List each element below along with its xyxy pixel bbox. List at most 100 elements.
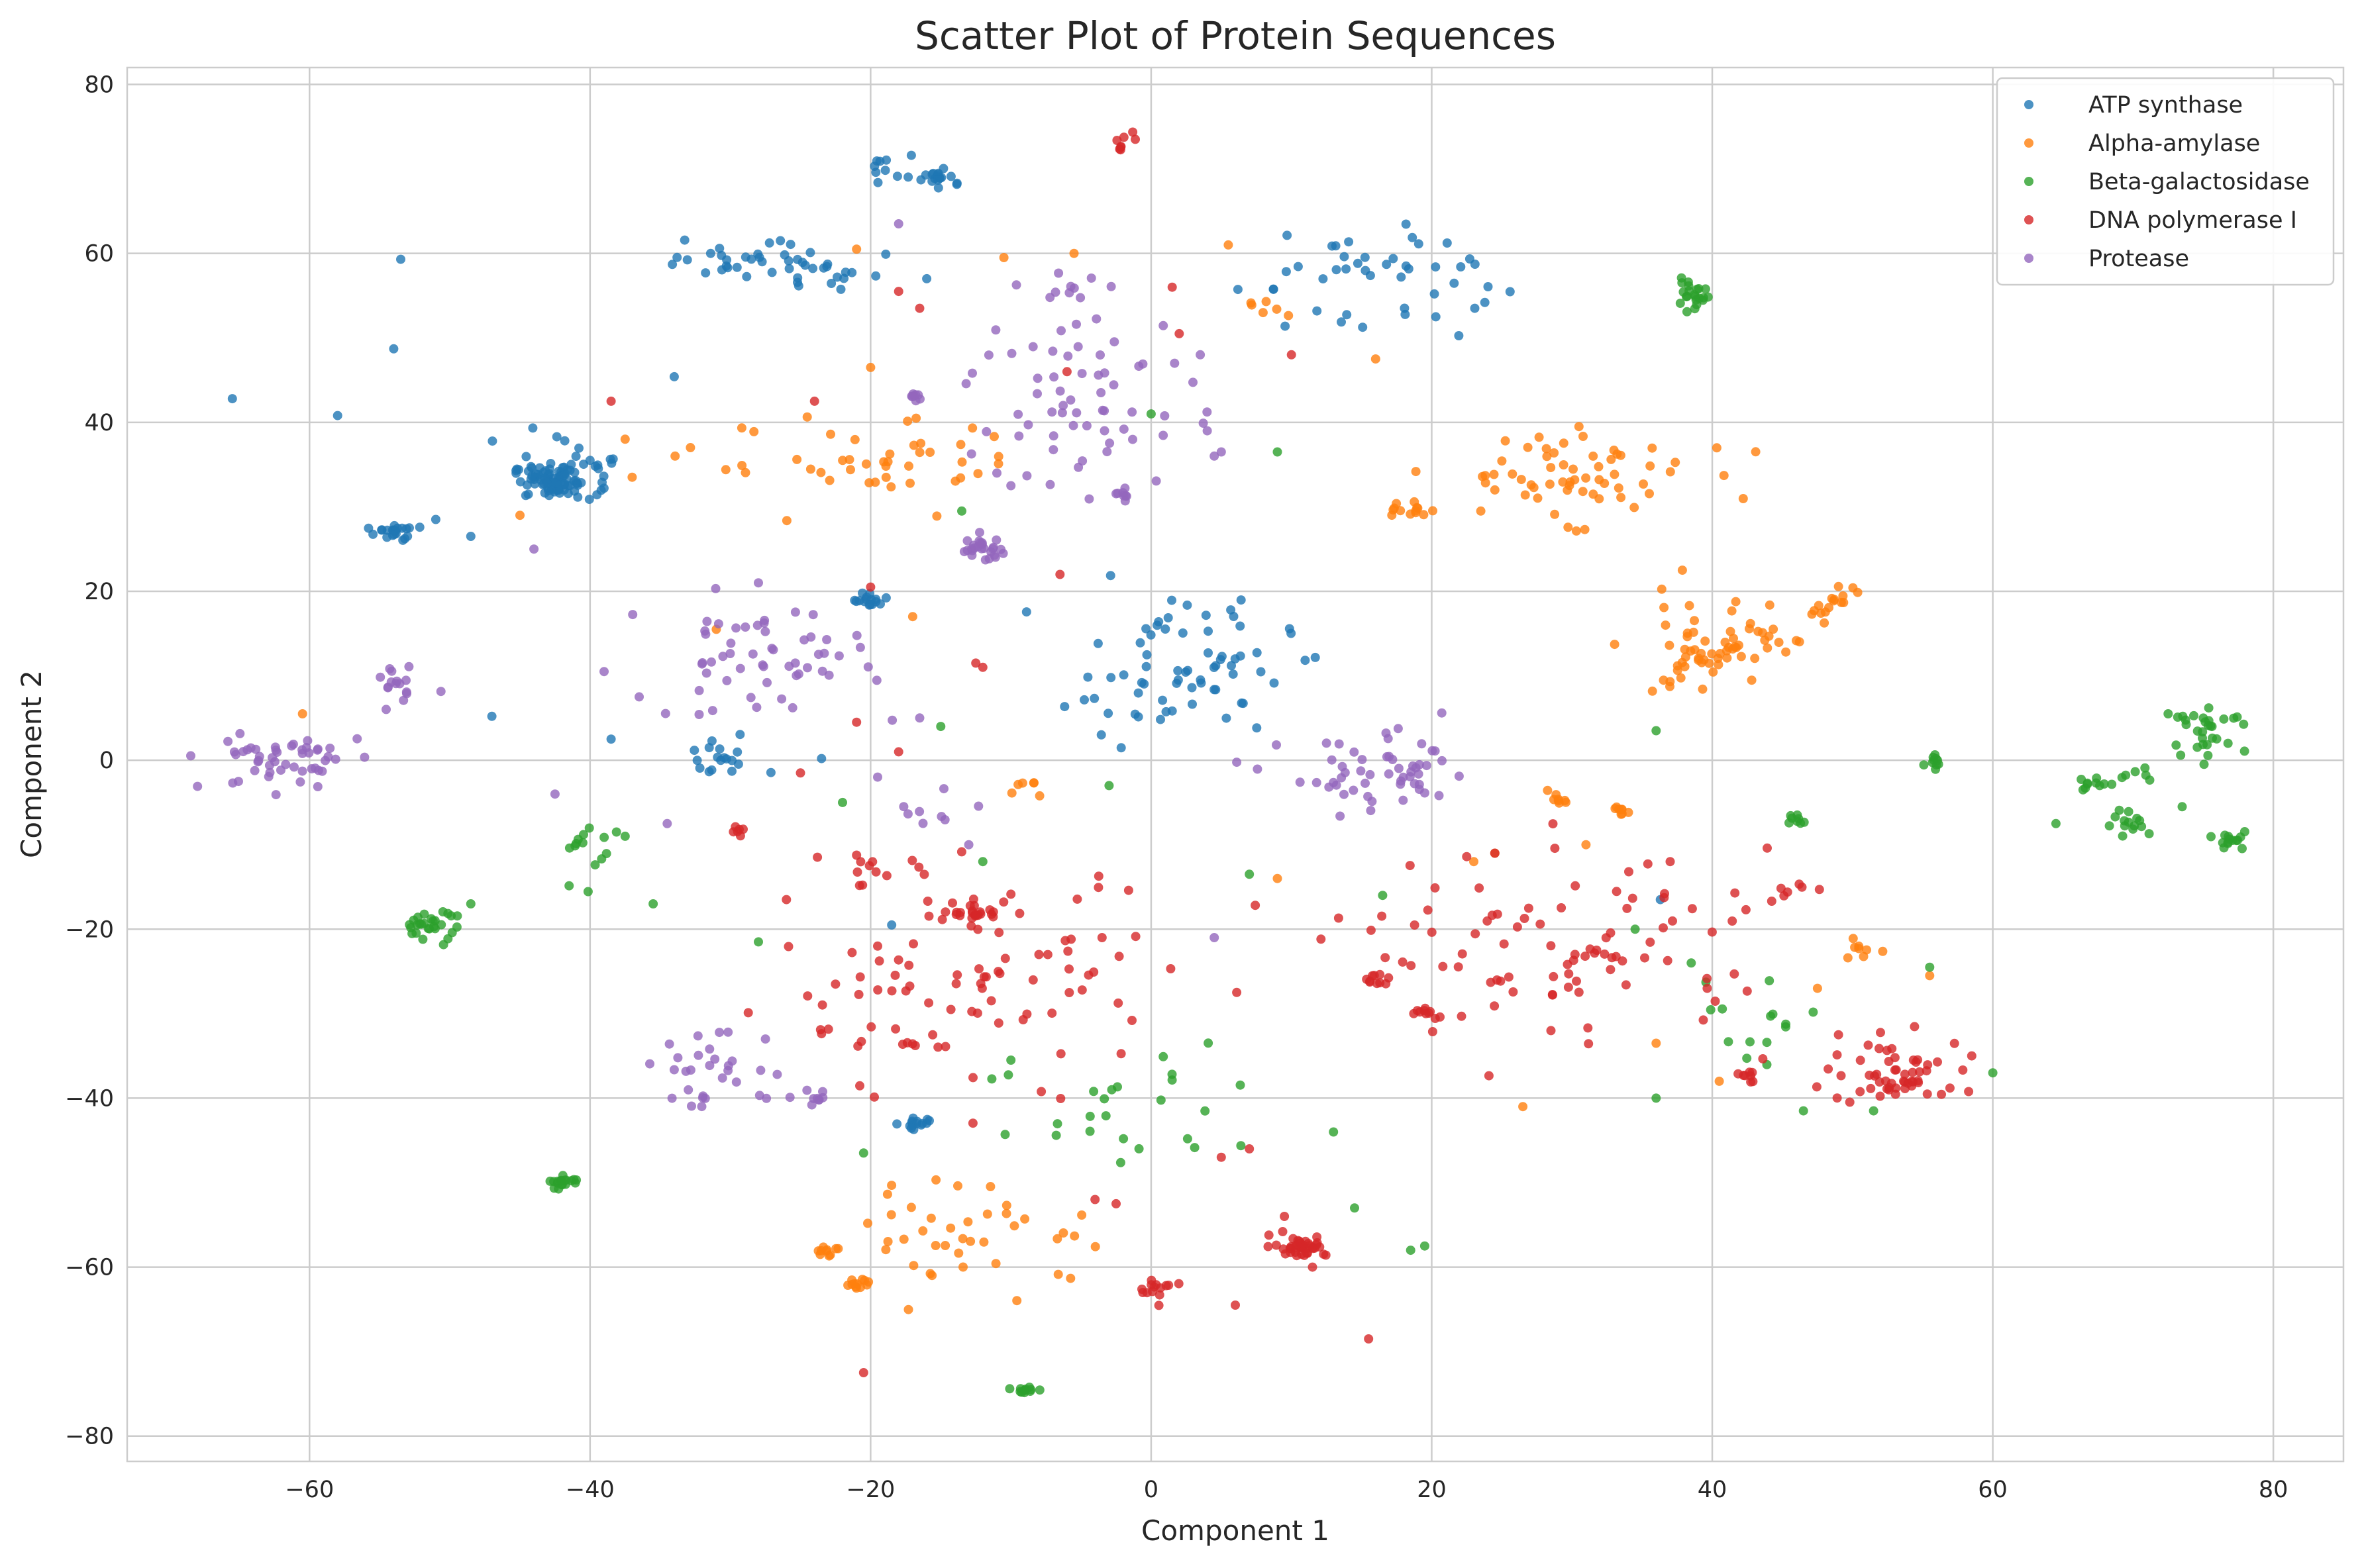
data-point [852,850,862,860]
data-point [1580,952,1590,961]
data-point [903,172,913,182]
data-point [193,781,203,791]
data-points [186,127,2249,1398]
data-point [852,867,862,877]
data-point [443,908,453,918]
data-point [988,907,998,917]
data-point [1311,777,1321,787]
data-point [1516,475,1526,485]
data-point [1378,891,1388,901]
data-point [933,175,943,185]
data-point [1047,407,1057,417]
data-point [948,898,957,908]
data-point [976,979,986,989]
data-point [1361,778,1370,788]
data-point [928,1030,938,1040]
data-point [1505,287,1515,297]
data-point [1621,980,1631,990]
data-point [823,259,833,269]
data-point [254,752,264,761]
data-point [333,411,342,420]
data-point [903,416,913,426]
data-point [881,1245,891,1255]
data-point [899,1234,909,1244]
data-point [1142,650,1152,660]
data-point [1776,883,1786,893]
data-point [1419,510,1429,520]
data-point [1719,471,1729,481]
data-point [866,1022,876,1032]
data-point [1133,712,1143,722]
data-point [1742,1054,1752,1063]
data-point [1853,587,1863,597]
data-point [1064,964,1074,974]
data-point [1155,1290,1164,1300]
data-point [1697,658,1707,667]
data-point [1700,636,1710,646]
data-point [2236,832,2245,842]
data-point [1751,447,1761,457]
data-point [1154,1300,1164,1310]
data-point [961,379,971,389]
data-point [680,235,690,245]
data-point [1651,726,1661,736]
data-point [1384,752,1394,761]
data-point [1271,1240,1281,1250]
data-point [1105,571,1115,581]
data-point [1216,1152,1226,1162]
data-point [966,449,976,459]
data-point [1769,624,1778,634]
data-point [1284,311,1294,320]
data-point [1011,280,1021,290]
data-point [1500,436,1510,446]
data-point [1698,684,1708,694]
data-point [999,253,1009,262]
data-point [559,470,569,480]
data-point [953,1181,962,1191]
data-point [793,254,803,264]
data-point [903,1304,913,1314]
data-point [1111,1199,1121,1208]
data-point [1022,471,1032,481]
data-point [754,252,764,262]
data-point [1118,488,1128,498]
data-point [1988,1068,1998,1078]
data-point [1908,1067,1918,1077]
data-point [818,1087,827,1097]
data-point [1698,295,1708,305]
y-axis-ticks: −80 −60 −40 −20 0 20 40 60 80 [65,72,114,1450]
data-point [994,1018,1003,1028]
data-point [1116,1049,1126,1059]
data-point [994,459,1003,469]
data-point [1945,1083,1955,1093]
data-point [772,1069,782,1079]
data-point [1774,638,1784,648]
data-point [1692,285,1702,294]
data-point [749,426,759,436]
data-point [922,273,932,283]
data-point [1659,603,1669,612]
data-point [922,1118,932,1128]
data-point [1198,418,1208,428]
data-point [1855,1055,1865,1065]
data-point [1584,1039,1594,1049]
data-point [1048,346,1058,356]
data-point [1572,976,1581,986]
data-point [735,730,745,740]
data-point [560,436,570,446]
data-point [1049,445,1058,455]
data-point [746,693,756,703]
data-point [1558,477,1568,487]
data-point [1098,405,1107,415]
data-point [382,705,391,714]
data-point [1545,479,1555,489]
data-point [1421,761,1431,771]
data-point [1333,913,1343,923]
data-point [1229,612,1239,621]
data-point [1687,904,1697,914]
data-point [1182,1134,1192,1144]
data-point [739,824,748,834]
data-point [1612,887,1621,897]
data-point [401,675,411,685]
